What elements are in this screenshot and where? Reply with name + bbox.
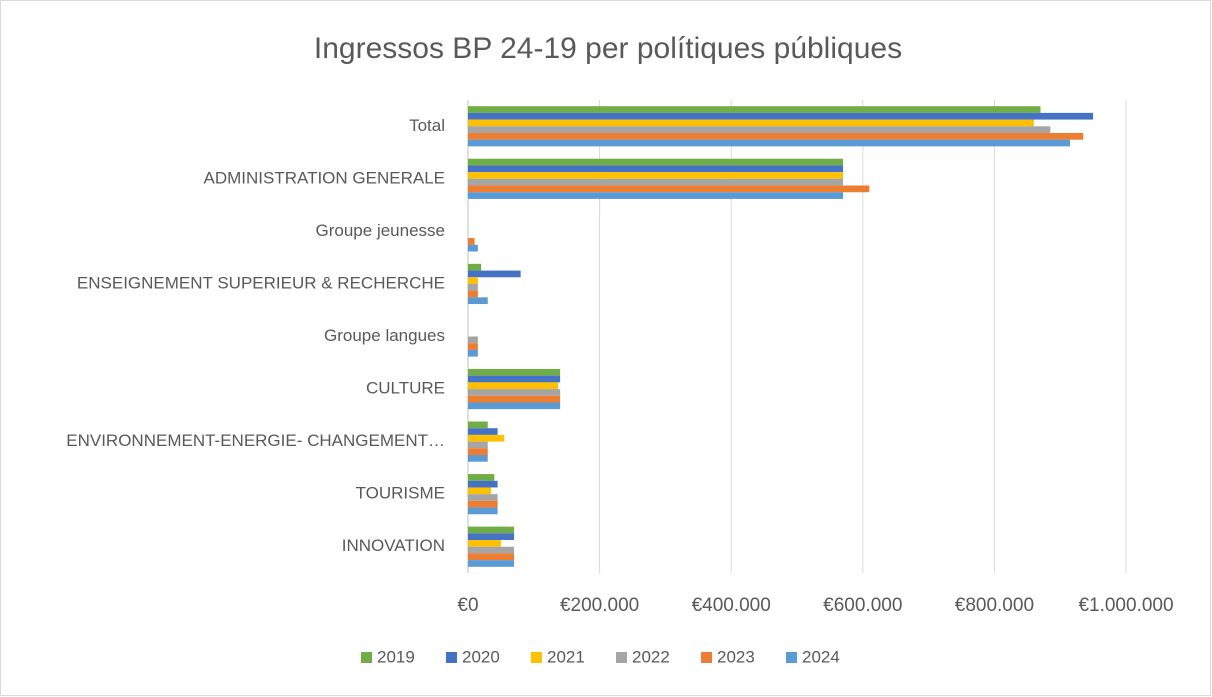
bar bbox=[468, 112, 1094, 120]
x-tick-label: €600.000 bbox=[823, 595, 902, 616]
bar bbox=[468, 290, 478, 298]
bar bbox=[468, 434, 505, 442]
bar bbox=[468, 283, 478, 291]
bar bbox=[468, 441, 488, 449]
y-tick-label: Total bbox=[409, 116, 445, 135]
bar bbox=[468, 421, 488, 429]
bar bbox=[468, 270, 521, 278]
bar bbox=[468, 126, 1051, 133]
y-tick-label: CULTURE bbox=[366, 379, 445, 398]
legend-swatch bbox=[361, 652, 372, 663]
legend-label: 2023 bbox=[717, 647, 755, 666]
bar bbox=[468, 263, 482, 271]
bar bbox=[468, 368, 561, 376]
bar bbox=[468, 533, 515, 541]
bar bbox=[468, 448, 488, 456]
bar bbox=[468, 500, 498, 508]
bar bbox=[468, 192, 844, 199]
bar bbox=[468, 244, 478, 252]
bar bbox=[468, 546, 515, 554]
y-tick-label: ENVIRONNEMENT-ENERGIE- CHANGEMENT… bbox=[66, 431, 445, 450]
bar bbox=[468, 349, 478, 357]
y-tick-label: TOURISME bbox=[356, 484, 445, 503]
bar bbox=[468, 158, 844, 166]
bar bbox=[468, 106, 1041, 113]
y-tick-label: Groupe jeunesse bbox=[316, 221, 445, 240]
bar bbox=[468, 507, 498, 515]
bar bbox=[468, 494, 498, 501]
x-tick-label: €1.000.000 bbox=[1078, 595, 1173, 616]
legend-label: 2020 bbox=[462, 647, 500, 666]
legend-label: 2019 bbox=[377, 647, 415, 666]
bar bbox=[468, 474, 495, 481]
bar bbox=[468, 389, 561, 396]
bar bbox=[468, 375, 561, 383]
x-tick-label: €400.000 bbox=[692, 595, 771, 616]
chart-title: Ingressos BP 24-19 per polítiques públiq… bbox=[314, 32, 902, 65]
bar bbox=[468, 297, 488, 305]
bar bbox=[468, 402, 561, 410]
bar bbox=[468, 428, 498, 435]
y-tick-label: Groupe langues bbox=[324, 326, 445, 345]
bar bbox=[468, 277, 478, 284]
bar bbox=[468, 165, 844, 173]
bar bbox=[468, 540, 501, 547]
bar bbox=[468, 382, 559, 390]
bar bbox=[468, 178, 844, 186]
bar bbox=[468, 336, 478, 344]
bar bbox=[468, 480, 498, 488]
bar bbox=[468, 487, 492, 495]
legend-label: 2024 bbox=[802, 647, 840, 666]
bar bbox=[468, 343, 478, 350]
legend-swatch bbox=[786, 652, 797, 663]
bar bbox=[468, 132, 1084, 140]
legend-swatch bbox=[531, 652, 542, 663]
legend-swatch bbox=[701, 652, 712, 663]
bar bbox=[468, 526, 515, 534]
bar bbox=[468, 139, 1071, 147]
y-tick-label: INNOVATION bbox=[342, 536, 445, 555]
bar bbox=[468, 172, 844, 179]
x-tick-label: €800.000 bbox=[955, 595, 1034, 616]
bar bbox=[468, 185, 870, 193]
bar bbox=[468, 119, 1034, 127]
bar bbox=[468, 455, 488, 462]
legend-label: 2022 bbox=[632, 647, 670, 666]
y-tick-label: ADMINISTRATION GENERALE bbox=[204, 168, 446, 187]
legend-swatch bbox=[616, 652, 627, 663]
x-tick-label: €0 bbox=[457, 595, 478, 616]
bar bbox=[468, 553, 515, 561]
legend-label: 2021 bbox=[547, 647, 585, 666]
y-tick-label: ENSEIGNEMENT SUPERIEUR & RECHERCHE bbox=[77, 273, 445, 292]
bar bbox=[468, 238, 475, 245]
bar bbox=[468, 560, 515, 567]
legend-swatch bbox=[446, 652, 457, 663]
bar bbox=[468, 395, 561, 403]
x-tick-label: €200.000 bbox=[560, 595, 639, 616]
